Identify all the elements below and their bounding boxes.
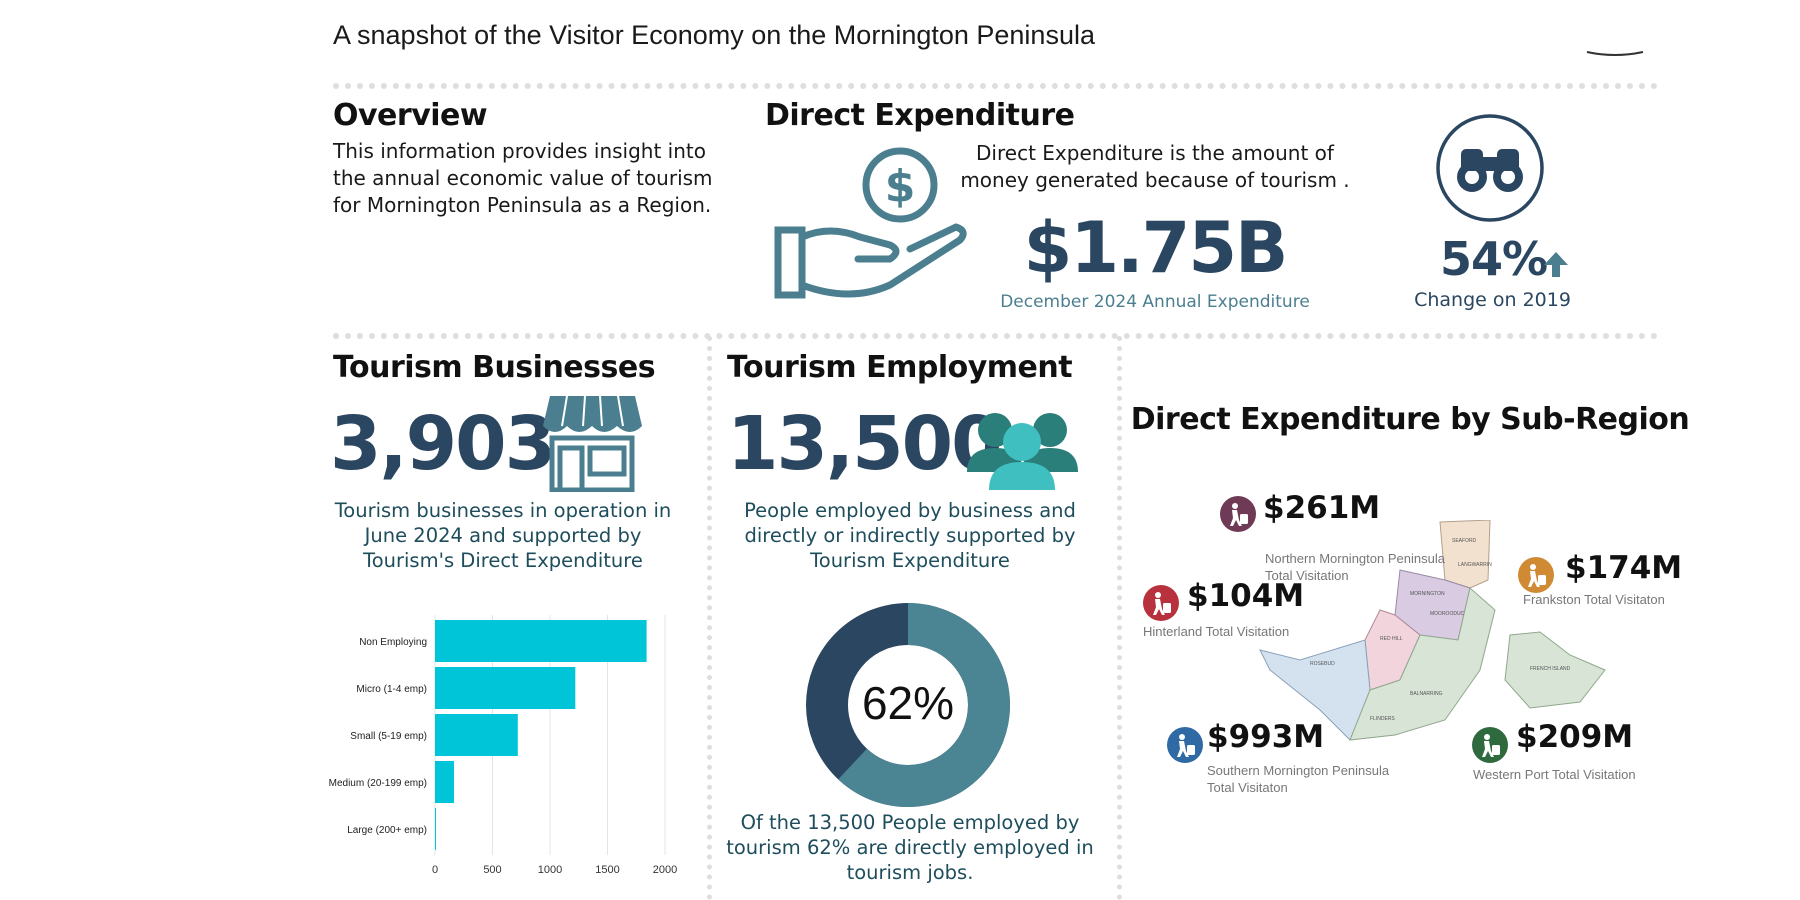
desc-line: money generated because of tourism . xyxy=(960,168,1350,192)
x-tick-label: 1000 xyxy=(538,864,562,875)
svg-text:SEAFORD: SEAFORD xyxy=(1452,538,1477,544)
sub-region-value: $174M xyxy=(1565,550,1683,586)
overview-heading: Overview xyxy=(333,98,488,133)
sub-region-value: $209M xyxy=(1516,719,1634,755)
sub-region-label: Northern Mornington Peninsula Total Visit… xyxy=(1265,550,1445,584)
svg-text:FLINDERS: FLINDERS xyxy=(1370,716,1395,722)
hand-coin-icon: $ xyxy=(774,147,967,299)
employment-donut-chart: 62% xyxy=(806,603,1010,807)
decorative-arc-icon xyxy=(1586,51,1644,56)
category-label: Medium (20-199 emp) xyxy=(329,778,427,789)
divider-vertical-right xyxy=(1117,336,1122,900)
tourism-businesses-value: 3,903 xyxy=(330,401,556,487)
sub-region-label-line: Western Port Total Visitation xyxy=(1473,767,1636,782)
svg-text:LANGWARRIN: LANGWARRIN xyxy=(1458,562,1492,568)
bar xyxy=(435,714,518,756)
sub-region-label: Frankston Total Visitaton xyxy=(1523,591,1665,608)
sub-region-label-line: Total Visitaton xyxy=(1207,780,1288,795)
foot-line: Of the 13,500 People employed by xyxy=(740,811,1080,834)
svg-text:ROSEBUD: ROSEBUD xyxy=(1310,661,1335,667)
binoculars-icon xyxy=(1436,114,1544,222)
bar xyxy=(435,620,647,662)
svg-text:BALNARRING: BALNARRING xyxy=(1410,691,1443,697)
direct-expenditure-desc: Direct Expenditure is the amount of mone… xyxy=(960,140,1350,194)
change-caption: Change on 2019 xyxy=(1414,289,1571,311)
bar xyxy=(435,808,436,850)
donut-arc xyxy=(838,603,1010,807)
peninsula-map-icon: SEAFORD LANGWARRIN MORNINGTON MOOROODUC RE… xyxy=(1259,520,1606,741)
bar xyxy=(435,667,576,709)
tourism-employment-value: 13,500 xyxy=(727,401,1003,487)
sub-region-label-line: Total Visitation xyxy=(1265,568,1349,583)
category-label: Small (5-19 emp) xyxy=(350,731,427,742)
svg-text:$: $ xyxy=(885,161,916,212)
svg-text:MOOROODUC: MOOROODUC xyxy=(1430,611,1465,617)
employment-foot-text: Of the 13,500 People employed by tourism… xyxy=(725,810,1095,885)
tourism-employment-heading: Tourism Employment xyxy=(727,350,1073,385)
tourism-businesses-desc: Tourism businesses in operation in June … xyxy=(333,498,673,573)
desc-line: June 2024 and supported by xyxy=(364,524,642,547)
desc-line: People employed by business and xyxy=(744,499,1076,522)
foot-line: tourism jobs. xyxy=(846,861,974,884)
sub-region-value: $104M xyxy=(1187,578,1305,614)
suitcase-traveler-icon xyxy=(1518,557,1554,593)
desc-line: Direct Expenditure is the amount of xyxy=(976,141,1334,165)
sub-region-label-line: Northern Mornington Peninsula xyxy=(1265,551,1445,566)
sub-region-heading: Direct Expenditure by Sub-Region xyxy=(1130,402,1690,437)
sub-region-label: Hinterland Total Visitation xyxy=(1143,623,1289,640)
sub-region-label-line: Frankston Total Visitaton xyxy=(1523,592,1665,607)
shop-icon xyxy=(543,395,642,492)
foot-line: tourism 62% are directly employed in xyxy=(726,836,1094,859)
sub-region-label: Western Port Total Visitation xyxy=(1473,766,1636,783)
tourism-employment-desc: People employed by business and directly… xyxy=(730,498,1090,573)
sub-region-label-line: Southern Mornington Peninsula xyxy=(1207,763,1390,778)
people-icon xyxy=(967,413,1078,490)
suitcase-traveler-icon xyxy=(1143,585,1179,621)
x-tick-label: 0 xyxy=(432,864,438,875)
arrow-up-icon xyxy=(1544,252,1568,277)
x-tick-label: 1500 xyxy=(595,864,619,875)
x-tick-label: 500 xyxy=(483,864,501,875)
tourism-businesses-heading: Tourism Businesses xyxy=(333,350,656,385)
svg-text:RED HILL: RED HILL xyxy=(1380,636,1403,642)
desc-line: Tourism Expenditure xyxy=(810,549,1010,572)
desc-line: Tourism's Direct Expenditure xyxy=(363,549,643,572)
donut-label: 62% xyxy=(862,677,954,729)
suitcase-traveler-icon xyxy=(1167,727,1203,763)
suitcase-traveler-icon xyxy=(1472,727,1508,763)
svg-text:FRENCH ISLAND: FRENCH ISLAND xyxy=(1530,666,1571,672)
page-title: A snapshot of the Visitor Economy on the… xyxy=(333,20,1095,50)
overview-text: This information provides insight into t… xyxy=(333,138,733,219)
change-value: 54% xyxy=(1440,232,1548,286)
desc-line: directly or indirectly supported by xyxy=(744,524,1076,547)
category-label: Micro (1-4 emp) xyxy=(356,684,427,695)
suitcase-traveler-icon xyxy=(1220,496,1256,532)
sub-region-label: Southern Mornington Peninsula Total Visit… xyxy=(1207,762,1389,796)
direct-expenditure-value: $1.75B xyxy=(1023,207,1289,289)
category-label: Non Employing xyxy=(359,637,427,648)
bar xyxy=(435,761,454,803)
category-label: Large (200+ emp) xyxy=(347,825,427,836)
direct-expenditure-caption: December 2024 Annual Expenditure xyxy=(1000,292,1310,312)
overview-line: for Mornington Peninsula as a Region. xyxy=(333,193,712,217)
svg-text:MORNINGTON: MORNINGTON xyxy=(1410,591,1445,597)
divider-middle xyxy=(333,333,1658,339)
overview-line: the annual economic value of tourism xyxy=(333,166,713,190)
desc-line: Tourism businesses in operation in xyxy=(334,499,672,522)
x-tick-label: 2000 xyxy=(653,864,677,875)
sub-region-value: $993M xyxy=(1207,719,1325,755)
business-size-bar-chart: 0 500 1000 1500 2000 Non Employing Micro (1-4 … xyxy=(329,615,677,875)
overview-line: This information provides insight into xyxy=(333,139,706,163)
sub-region-label-line: Hinterland Total Visitation xyxy=(1143,624,1290,639)
sub-region-value: $261M xyxy=(1263,490,1381,526)
direct-expenditure-heading: Direct Expenditure xyxy=(765,98,1075,133)
divider-top xyxy=(333,83,1658,89)
divider-vertical-left xyxy=(707,336,712,900)
